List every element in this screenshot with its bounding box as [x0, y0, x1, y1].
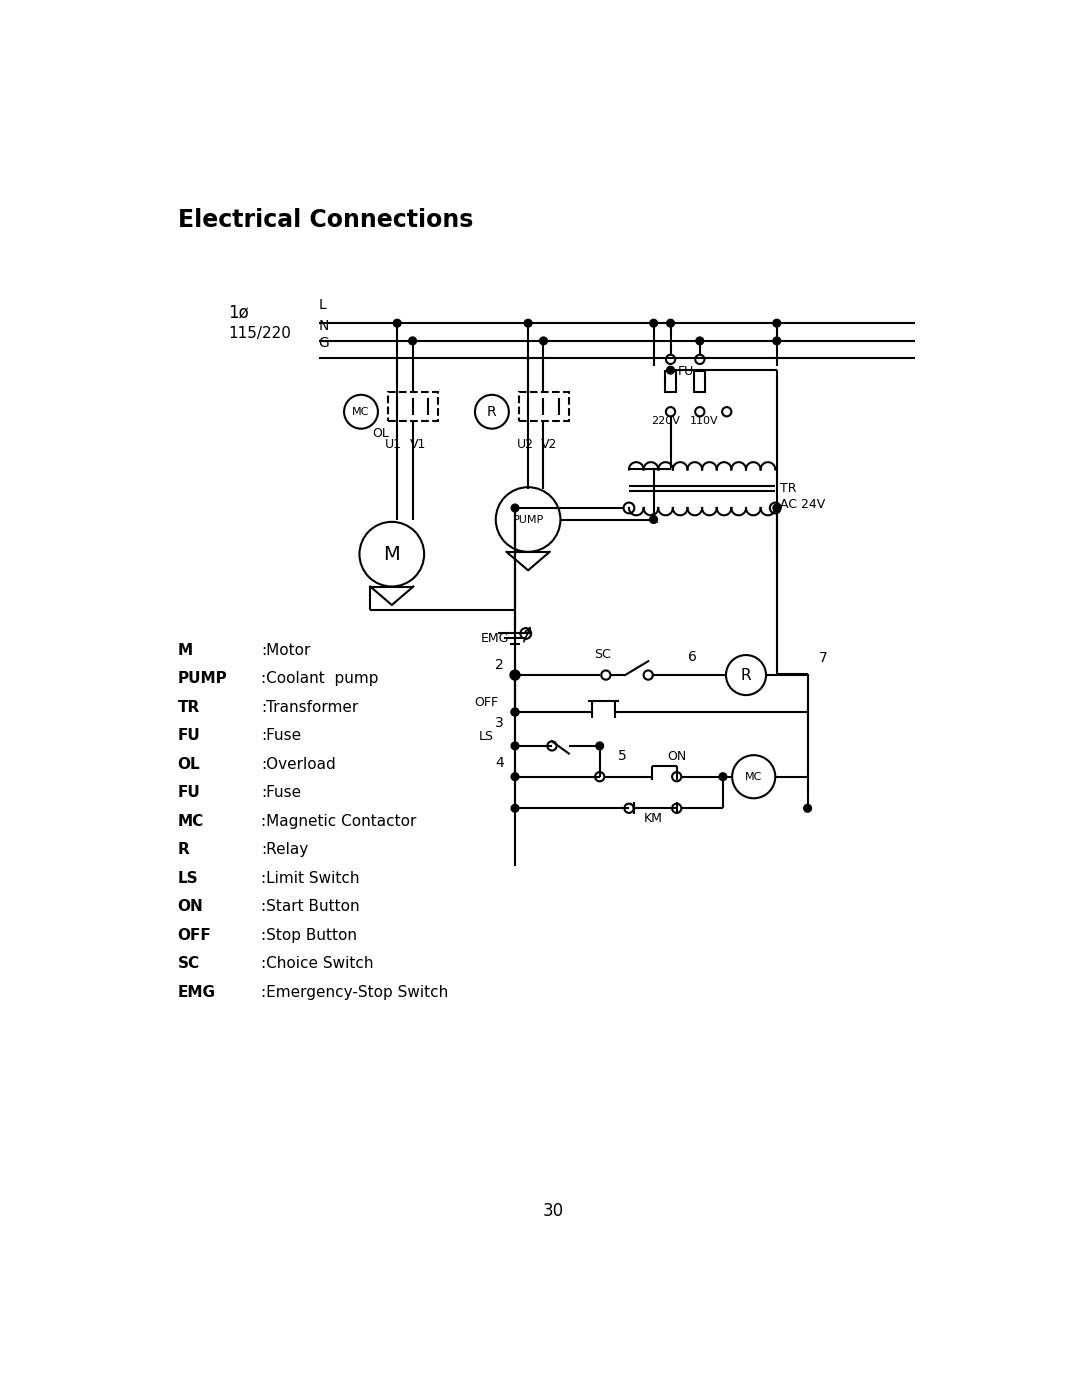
Text: :Limit Switch: :Limit Switch	[261, 870, 360, 886]
Text: LS: LS	[178, 870, 199, 886]
Circle shape	[596, 742, 604, 750]
Text: :Fuse: :Fuse	[261, 728, 301, 743]
Text: :Stop Button: :Stop Button	[261, 928, 356, 943]
Circle shape	[804, 805, 811, 812]
Circle shape	[719, 773, 727, 781]
Text: OL: OL	[178, 757, 201, 773]
Circle shape	[773, 504, 781, 511]
Text: :Start Button: :Start Button	[261, 900, 360, 915]
Text: 7: 7	[819, 651, 828, 665]
Text: 110V: 110V	[690, 416, 718, 426]
Text: :Emergency-Stop Switch: :Emergency-Stop Switch	[261, 985, 448, 1000]
Text: AC 24V: AC 24V	[780, 497, 825, 511]
Text: U2: U2	[517, 437, 535, 451]
Text: EMG: EMG	[178, 985, 216, 1000]
Text: R: R	[487, 405, 497, 419]
Circle shape	[511, 805, 518, 812]
Text: PUMP: PUMP	[178, 672, 228, 686]
Text: TR: TR	[780, 482, 796, 495]
Circle shape	[511, 504, 518, 511]
Text: ON: ON	[667, 750, 686, 763]
Circle shape	[511, 671, 518, 679]
Circle shape	[511, 708, 518, 715]
Text: TR: TR	[178, 700, 200, 715]
Text: EMG: EMG	[481, 633, 510, 645]
Text: PUMP: PUMP	[513, 514, 543, 524]
Text: R: R	[741, 668, 752, 683]
Text: MC: MC	[745, 771, 762, 782]
Text: ON: ON	[178, 900, 203, 915]
Text: M: M	[383, 545, 401, 563]
Circle shape	[511, 742, 518, 750]
Text: :Relay: :Relay	[261, 842, 308, 858]
Circle shape	[511, 708, 518, 715]
Text: U1: U1	[384, 437, 402, 451]
Text: FU: FU	[178, 728, 201, 743]
Text: 220V: 220V	[651, 416, 680, 426]
Text: 1: 1	[649, 513, 658, 527]
Text: LS: LS	[480, 729, 494, 743]
Text: SC: SC	[594, 648, 610, 661]
Text: 5: 5	[619, 749, 627, 763]
Text: 2: 2	[496, 658, 504, 672]
Text: SC: SC	[178, 957, 200, 971]
Bar	[388, 391, 438, 420]
Circle shape	[696, 337, 704, 345]
Circle shape	[773, 337, 781, 345]
Circle shape	[393, 320, 401, 327]
Text: :Transformer: :Transformer	[261, 700, 359, 715]
Text: :Motor: :Motor	[261, 643, 310, 658]
Text: MC: MC	[178, 814, 204, 828]
Text: OFF: OFF	[474, 696, 499, 708]
Text: FU: FU	[678, 365, 694, 379]
Text: M: M	[178, 643, 193, 658]
Text: 30: 30	[543, 1201, 564, 1220]
Text: Electrical Connections: Electrical Connections	[178, 208, 473, 232]
Circle shape	[408, 337, 417, 345]
Circle shape	[511, 773, 518, 781]
Circle shape	[540, 337, 548, 345]
Bar	[665, 372, 676, 393]
Circle shape	[650, 515, 658, 524]
Circle shape	[773, 320, 781, 327]
Circle shape	[666, 320, 674, 327]
Bar	[518, 391, 569, 420]
Text: 1ø: 1ø	[229, 303, 249, 321]
Text: 4: 4	[496, 756, 504, 771]
Text: :Choice Switch: :Choice Switch	[261, 957, 374, 971]
Text: 115/220: 115/220	[229, 326, 292, 341]
Text: V1: V1	[409, 437, 426, 451]
Text: 6: 6	[688, 650, 697, 664]
Text: KM: KM	[644, 812, 663, 826]
Circle shape	[524, 320, 532, 327]
Text: :Coolant  pump: :Coolant pump	[261, 672, 378, 686]
Circle shape	[666, 366, 674, 374]
Text: N: N	[319, 319, 329, 334]
Circle shape	[650, 320, 658, 327]
Text: :Fuse: :Fuse	[261, 785, 301, 800]
Text: R: R	[178, 842, 189, 858]
Text: 3: 3	[496, 717, 504, 731]
Text: MC: MC	[352, 407, 369, 416]
Text: FU: FU	[178, 785, 201, 800]
Text: OFF: OFF	[178, 928, 212, 943]
Text: OL: OL	[373, 427, 390, 440]
Text: :Overload: :Overload	[261, 757, 336, 773]
Text: G: G	[319, 337, 329, 351]
Text: :Magnetic Contactor: :Magnetic Contactor	[261, 814, 416, 828]
Text: L: L	[319, 299, 326, 313]
Text: V2: V2	[540, 437, 557, 451]
Bar	[694, 372, 705, 393]
